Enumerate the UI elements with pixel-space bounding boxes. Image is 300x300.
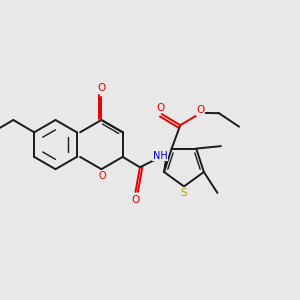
Text: O: O <box>99 171 106 181</box>
Text: O: O <box>196 105 205 115</box>
Text: O: O <box>131 195 140 205</box>
Text: O: O <box>156 103 164 112</box>
Text: NH: NH <box>153 151 167 161</box>
Text: O: O <box>97 82 106 93</box>
Text: S: S <box>181 188 187 198</box>
